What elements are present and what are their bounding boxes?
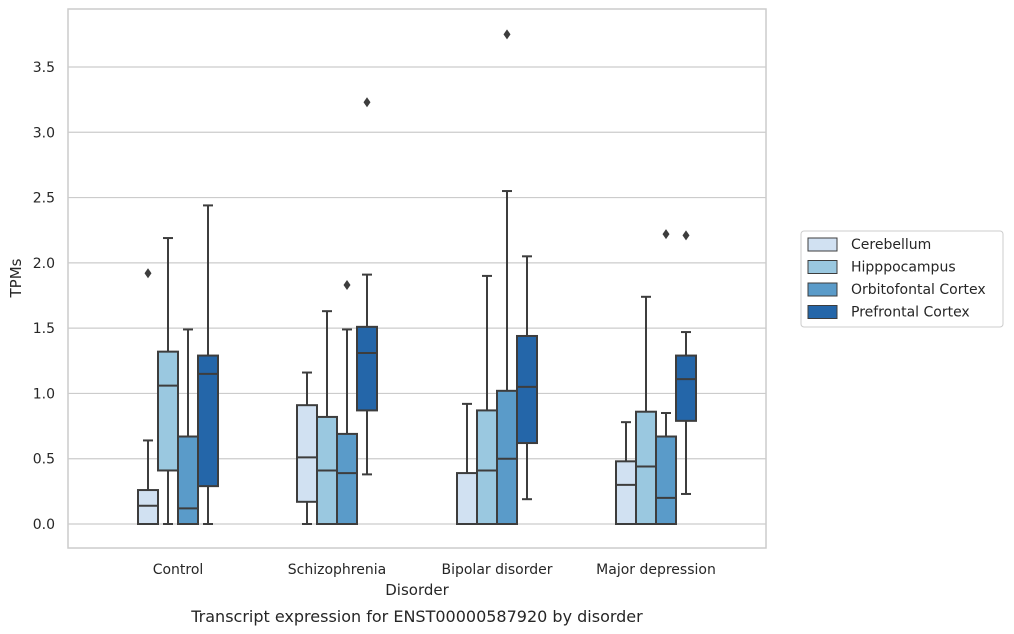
legend-swatch — [807, 237, 838, 252]
legend-swatch — [807, 305, 838, 319]
x-tick-label: Schizophrenia — [288, 562, 386, 578]
box-2-2 — [496, 29, 518, 525]
box-2-0 — [177, 328, 199, 526]
legend-label: Orbitofontal Cortex — [851, 282, 986, 298]
y-tick-label: 1.0 — [33, 386, 55, 402]
y-tick-label: 0.5 — [33, 452, 55, 468]
chart-caption: Transcript expression for ENST0000058792… — [190, 607, 643, 626]
x-tick-label: Bipolar disorder — [441, 562, 552, 578]
box-0-1 — [296, 371, 318, 525]
legend-swatch — [807, 282, 838, 297]
legend: Cerebellum Hipppocampus Orbitofontal Corte… — [800, 230, 1004, 328]
legend-label: Prefrontal Cortex — [851, 305, 970, 321]
y-tick-label: 3.0 — [33, 125, 55, 141]
box-iqr — [197, 354, 219, 488]
box-3-1 — [356, 97, 378, 476]
y-tick-label: 3.5 — [33, 60, 55, 76]
box-iqr — [157, 350, 179, 472]
legend-frame — [800, 230, 1004, 328]
box-3-2 — [516, 255, 538, 501]
legend-swatch — [807, 260, 838, 274]
box-iqr — [635, 410, 657, 525]
y-tick-label: 1.5 — [33, 321, 55, 337]
outlier-point — [144, 268, 152, 279]
outlier-point — [662, 229, 670, 240]
legend-label: Hipppocampus — [851, 260, 956, 276]
y-tick-label: 0.0 — [33, 517, 55, 533]
box-iqr — [456, 472, 478, 526]
outlier-point — [503, 29, 511, 40]
outlier-point — [343, 280, 351, 291]
box-1-0 — [157, 237, 179, 525]
plot-area-frame — [67, 8, 767, 549]
box-iqr — [336, 432, 358, 525]
box-0-3 — [615, 421, 637, 525]
box-plot-boxes — [137, 29, 697, 526]
y-tick-label: 2.5 — [33, 191, 55, 207]
y-axis-title: TPMs — [7, 258, 25, 298]
x-tick-label: Control — [153, 562, 204, 578]
box-2-1 — [336, 280, 358, 525]
box-iqr — [516, 334, 538, 445]
box-3-3 — [675, 230, 697, 495]
box-iqr — [615, 460, 637, 525]
box-iqr — [476, 409, 498, 526]
outlier-point — [682, 230, 690, 241]
box-iqr — [655, 435, 677, 526]
box-iqr — [356, 325, 378, 412]
box-2-3 — [655, 229, 677, 526]
box-0-0 — [137, 268, 159, 525]
outlier-point — [363, 97, 371, 108]
x-axis-ticks: Control Schizophrenia Bipolar disorder Majo… — [153, 562, 716, 578]
legend-label: Cerebellum — [851, 237, 931, 253]
box-iqr — [177, 435, 199, 526]
box-iqr — [675, 354, 697, 422]
y-axis-ticks: 0.0 0.5 1.0 1.5 2.0 2.5 3.0 3.5 — [33, 60, 55, 533]
box-1-3 — [635, 295, 657, 525]
box-iqr — [296, 404, 318, 503]
box-3-0 — [197, 204, 219, 525]
x-axis-title: Disorder — [385, 581, 449, 599]
x-tick-label: Major depression — [596, 562, 716, 578]
box-1-2 — [476, 274, 498, 526]
box-iqr — [137, 489, 159, 525]
box-1-1 — [316, 310, 338, 525]
box-iqr — [496, 389, 518, 525]
y-tick-label: 2.0 — [33, 256, 55, 272]
box-0-2 — [456, 402, 478, 526]
